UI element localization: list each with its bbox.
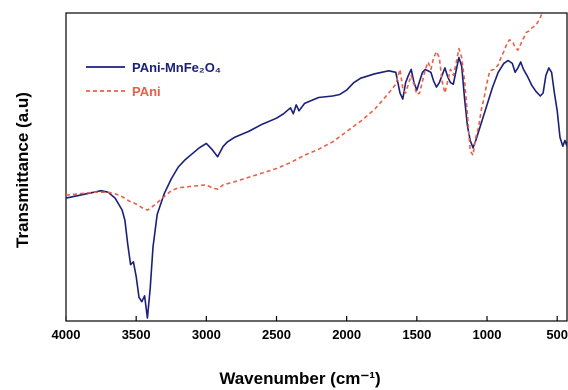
x-tick-label: 1500 xyxy=(402,327,431,342)
x-tick-label: 4000 xyxy=(52,327,81,342)
x-tick-label: 3000 xyxy=(192,327,221,342)
series-line-pani xyxy=(66,13,547,211)
x-tick-label: 2000 xyxy=(332,327,361,342)
series-line-pani-mnfe2o4 xyxy=(66,56,567,319)
x-axis: 4000 3500 3000 2500 2000 1500 1000 500 xyxy=(52,316,568,342)
series-layer xyxy=(66,13,567,319)
x-tick-label: 1000 xyxy=(473,327,502,342)
plot-frame xyxy=(65,12,568,322)
legend-label-pani-mnfe2o4: PAni-MnFe₂O₄ xyxy=(132,60,221,75)
y-axis-title: Transmittance (a.u) xyxy=(13,92,32,248)
x-tick-label: 2500 xyxy=(262,327,291,342)
x-tick-label: 500 xyxy=(546,327,568,342)
legend: PAni-MnFe₂O₄ PAni xyxy=(86,60,221,99)
x-tick-label: 3500 xyxy=(122,327,151,342)
x-axis-title: Wavenumber (cm⁻¹) xyxy=(219,369,380,388)
legend-label-pani: PAni xyxy=(132,84,161,99)
